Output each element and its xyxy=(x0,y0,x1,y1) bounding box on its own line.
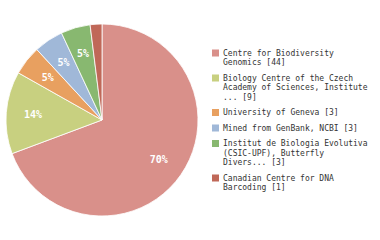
legend-entry: Mined from GenBank, NCBI [3] xyxy=(223,124,358,133)
legend-entry: Institut de Biologia Evolutiva(CSIC-UPF)… xyxy=(223,139,368,167)
data-label: 5% xyxy=(77,48,89,59)
chart: 70%14%5%5%5%Centre for BiodiversityGenom… xyxy=(0,0,380,240)
legend-entry: University of Geneva [3] xyxy=(223,108,339,117)
legend-swatch xyxy=(212,140,219,147)
legend-entry: Biology Centre of the CzechAcademy of Sc… xyxy=(223,74,368,102)
pie-slice xyxy=(12,24,198,216)
legend-entry: Canadian Centre for DNABarcoding [1] xyxy=(223,174,334,193)
legend-swatch xyxy=(212,109,219,116)
slice-labels: 70%14%5%5%5% xyxy=(24,48,168,165)
legend-entry: Centre for BiodiversityGenomics [44] xyxy=(223,49,334,68)
data-label: 14% xyxy=(24,109,42,120)
data-label: 70% xyxy=(150,154,168,165)
data-label: 5% xyxy=(42,72,54,83)
legend-swatch xyxy=(212,175,219,182)
legend: Centre for BiodiversityGenomics [44] Biol… xyxy=(212,49,368,193)
data-label: 5% xyxy=(57,57,69,68)
pie-slice xyxy=(62,25,102,120)
slices xyxy=(6,24,198,216)
legend-swatch xyxy=(212,50,219,57)
legend-swatch xyxy=(212,125,219,132)
legend-swatch xyxy=(212,75,219,82)
pie-slice xyxy=(90,24,102,120)
